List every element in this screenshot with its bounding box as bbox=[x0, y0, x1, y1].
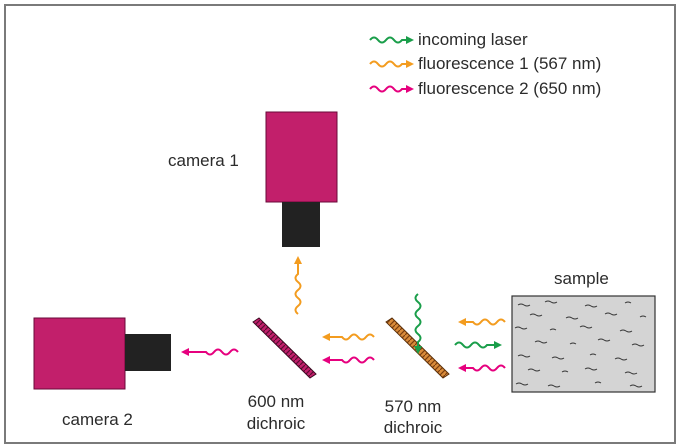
sample-block bbox=[511, 295, 656, 393]
camera-2-body bbox=[33, 317, 126, 390]
camera-1-label: camera 1 bbox=[168, 151, 239, 170]
dichroic-570-label-line1: 570 nm bbox=[384, 397, 442, 416]
incoming-laser-vertical-arrow bbox=[414, 293, 422, 354]
camera-2-lens bbox=[125, 334, 171, 371]
sample-label: sample bbox=[554, 269, 609, 288]
dichroic-600-label-line2: dichroic bbox=[246, 414, 306, 433]
camera-1-body bbox=[265, 111, 338, 203]
legend-label-incoming-laser: incoming laser bbox=[418, 30, 528, 49]
fluorescence-1-to-camera-1-arrow bbox=[294, 256, 302, 315]
legend-arrow-incoming-laser bbox=[369, 36, 414, 44]
legend-label-fluorescence-2: fluorescence 2 (650 nm) bbox=[418, 79, 602, 98]
legend-label-fluorescence-1: fluorescence 1 (567 nm) bbox=[418, 54, 602, 73]
camera-1-lens bbox=[282, 202, 320, 247]
legend-arrow-fluorescence-2 bbox=[369, 85, 414, 93]
dichroic-570-label-line2: dichroic bbox=[383, 418, 443, 437]
legend-arrow-fluorescence-1 bbox=[369, 60, 414, 68]
incoming-laser-to-sample-arrow bbox=[454, 341, 502, 349]
dichroic-600nm bbox=[252, 317, 317, 379]
fluorescence-2-from-sample-arrow bbox=[458, 364, 506, 372]
fluorescence-2-between-dichroics-arrow bbox=[322, 356, 375, 364]
fluorescence-1-from-sample-arrow bbox=[458, 318, 506, 326]
camera-2-label: camera 2 bbox=[62, 410, 133, 429]
dichroic-600-label-line1: 600 nm bbox=[247, 392, 305, 411]
fluorescence-2-to-camera-2-arrow bbox=[181, 348, 239, 356]
fluorescence-1-between-dichroics-arrow bbox=[322, 333, 375, 341]
